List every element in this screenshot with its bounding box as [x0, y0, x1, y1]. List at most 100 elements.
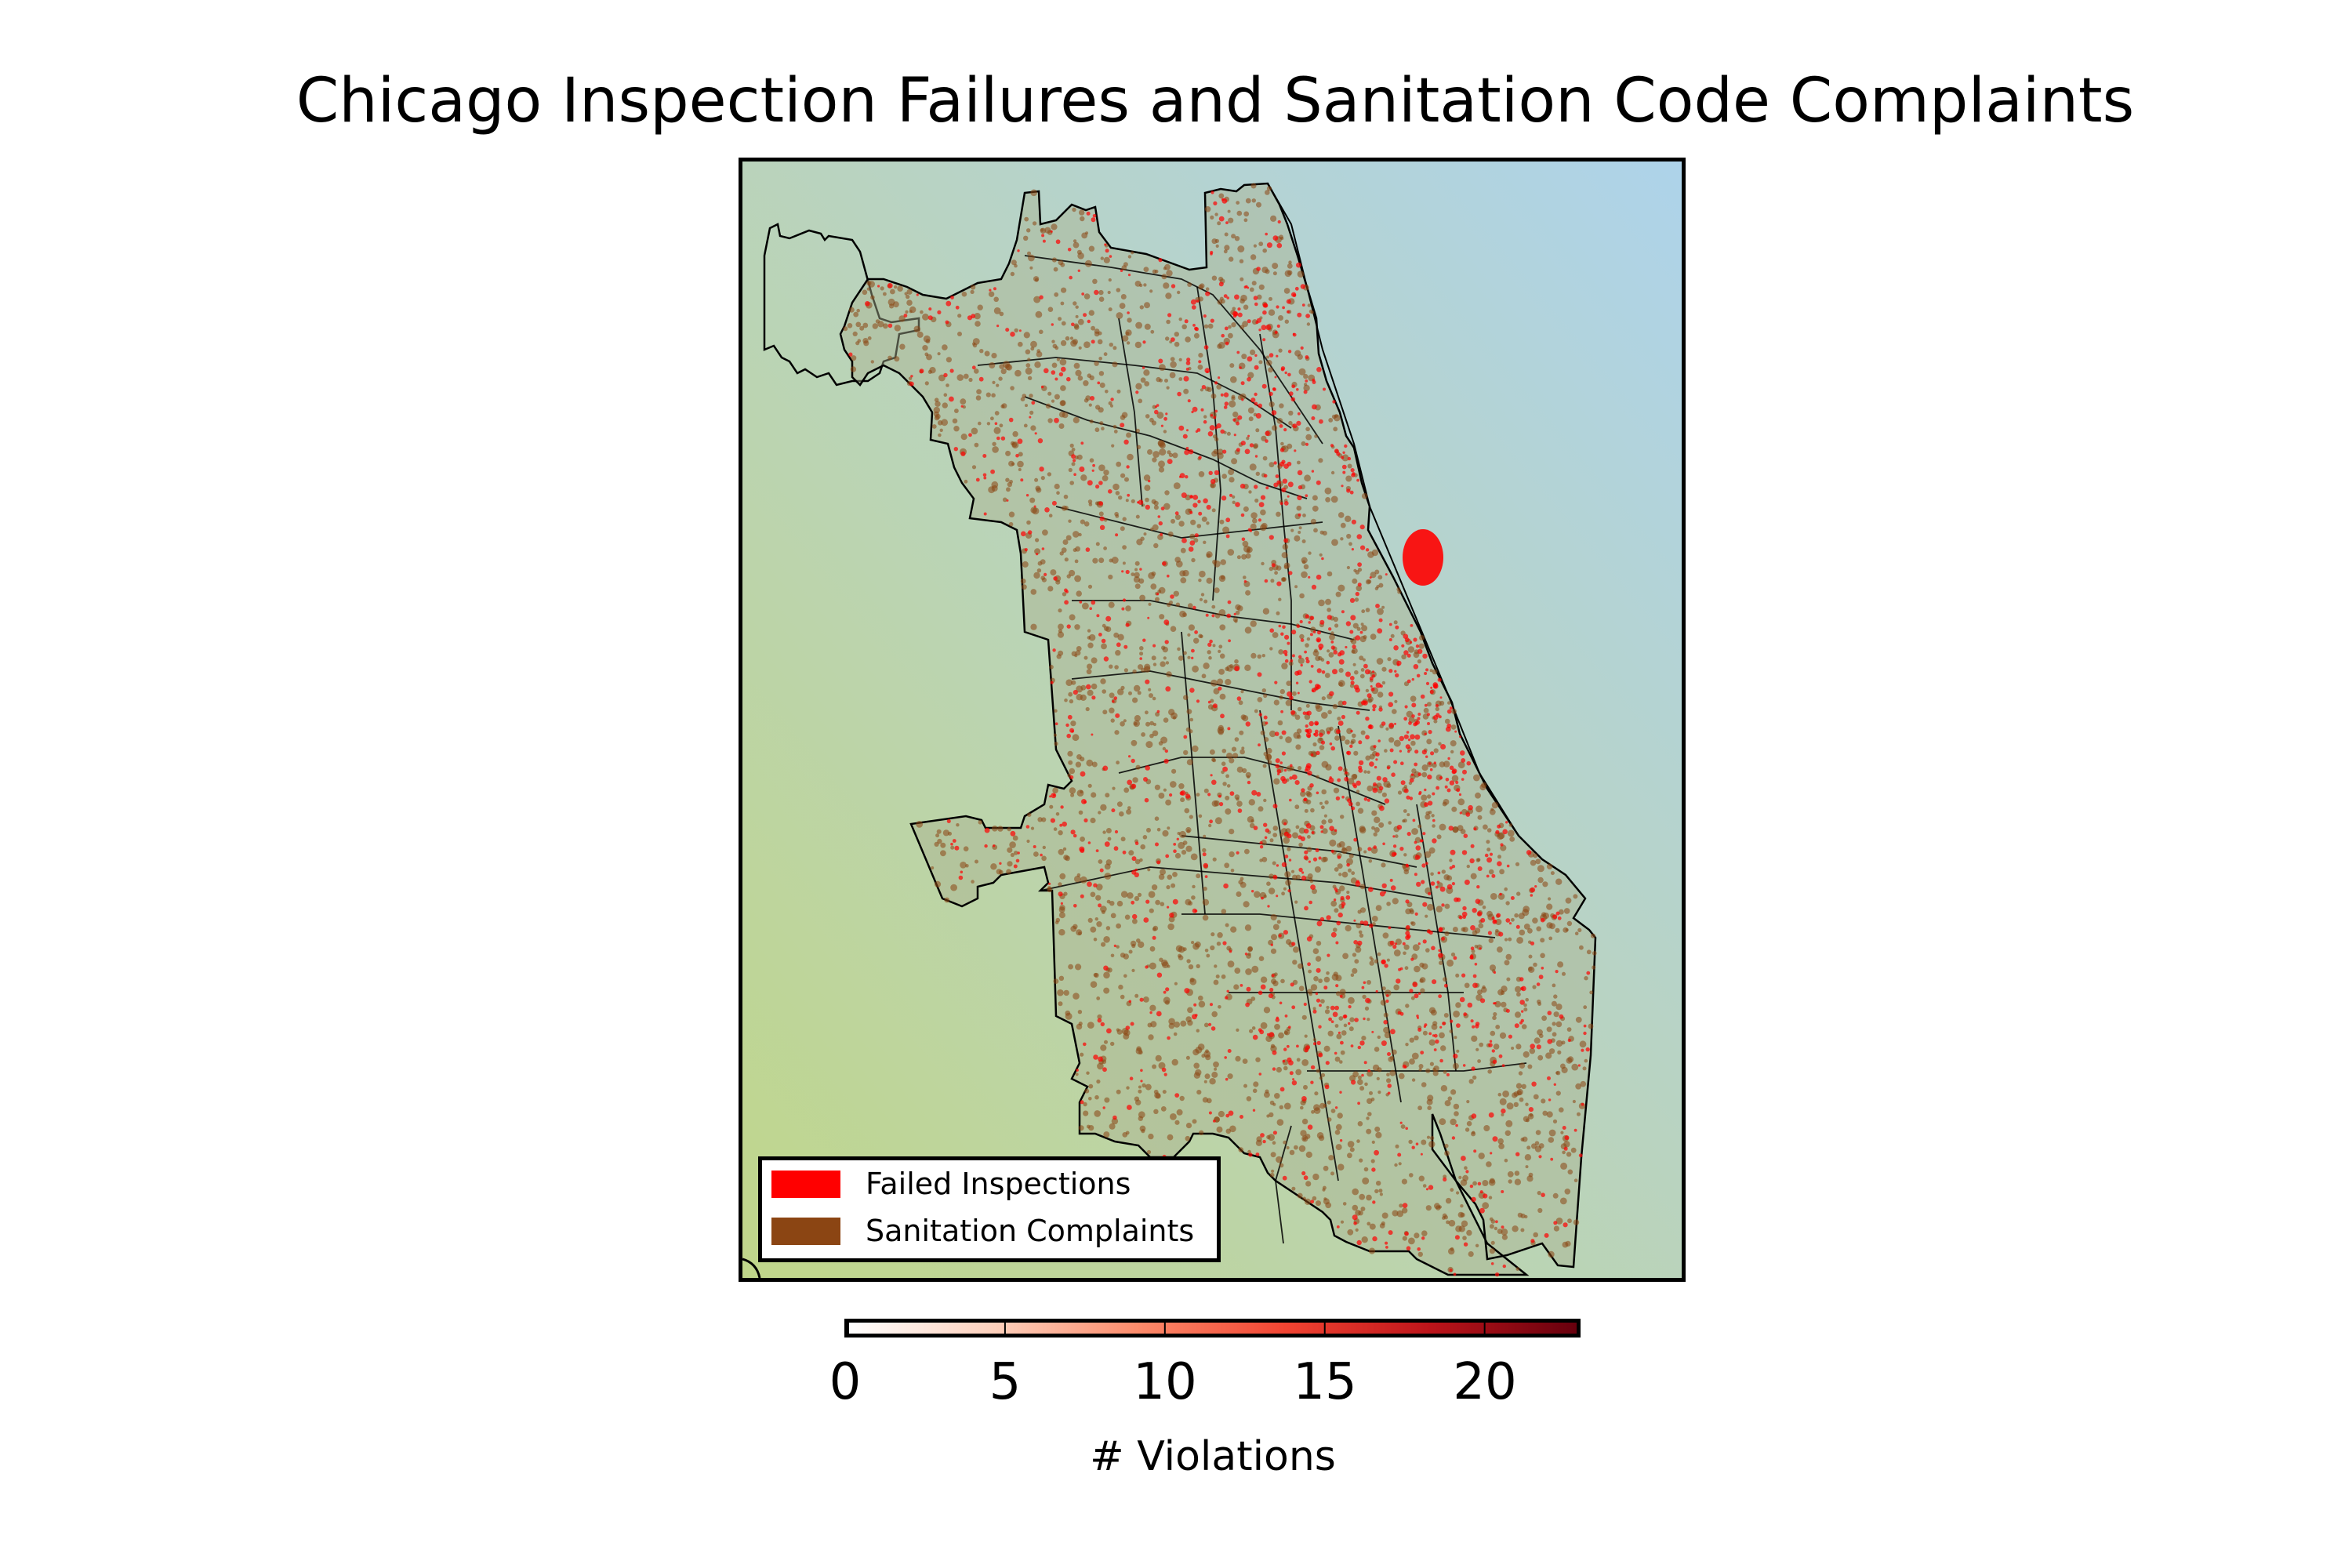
sanitation-point — [1261, 561, 1265, 566]
failed-inspection-point — [1279, 448, 1285, 452]
sanitation-point — [1439, 700, 1445, 706]
failed-inspection-point — [1287, 461, 1292, 466]
failed-inspection-point — [1279, 502, 1283, 506]
sanitation-point — [1393, 984, 1399, 991]
sanitation-point — [1022, 561, 1029, 568]
failed-inspection-point — [1309, 633, 1313, 637]
sanitation-point — [1148, 1034, 1154, 1040]
failed-inspection-point — [1493, 1002, 1496, 1005]
failed-inspection-point — [1228, 1110, 1234, 1116]
failed-inspection-point — [1280, 632, 1284, 636]
sanitation-point — [993, 307, 1001, 314]
failed-inspection-point — [1501, 1064, 1505, 1067]
sanitation-point — [1218, 609, 1226, 616]
sanitation-point — [994, 411, 1000, 416]
failed-inspection-point — [1277, 220, 1281, 224]
sanitation-point — [992, 380, 996, 384]
sanitation-point — [1296, 1058, 1301, 1062]
failed-inspection-point — [1388, 622, 1392, 626]
failed-inspection-point — [1284, 855, 1289, 858]
failed-inspection-point — [1363, 981, 1367, 985]
failed-inspection-point — [1422, 653, 1428, 659]
failed-inspection-point — [1208, 1022, 1212, 1026]
sanitation-point — [1059, 358, 1067, 366]
sanitation-point — [1286, 1145, 1290, 1150]
sanitation-point — [1389, 1069, 1396, 1076]
failed-inspection-point — [1039, 466, 1044, 472]
failed-inspection-point — [1450, 1019, 1454, 1023]
sanitation-point — [1298, 842, 1303, 848]
failed-inspection-point — [1169, 913, 1174, 918]
sanitation-point — [920, 310, 924, 314]
failed-inspection-point — [1428, 1185, 1434, 1190]
sanitation-point — [1082, 602, 1089, 610]
sanitation-point — [1087, 917, 1093, 923]
failed-inspection-point — [1353, 837, 1358, 842]
failed-inspection-point — [1353, 940, 1358, 945]
sanitation-point — [1247, 407, 1254, 414]
failed-inspection-point — [1198, 456, 1202, 459]
failed-inspection-point — [1317, 630, 1321, 635]
failed-inspection-point — [1218, 281, 1224, 287]
failed-inspection-point — [1172, 898, 1178, 905]
sanitation-point — [1103, 352, 1108, 357]
sanitation-point — [916, 821, 924, 828]
sanitation-point — [1042, 845, 1046, 850]
failed-inspection-point — [1424, 703, 1428, 707]
sanitation-point — [1030, 623, 1037, 630]
sanitation-point — [1105, 926, 1111, 931]
sanitation-point — [1450, 740, 1457, 747]
failed-inspection-point — [1372, 1200, 1376, 1204]
sanitation-point — [1444, 1150, 1450, 1156]
failed-inspection-point — [1276, 581, 1282, 586]
sanitation-point — [1535, 1130, 1541, 1135]
sanitation-point — [1207, 387, 1212, 392]
sanitation-point — [934, 397, 939, 402]
failed-inspection-point — [1279, 1087, 1285, 1092]
failed-inspection-point — [1304, 850, 1308, 855]
sanitation-point — [894, 356, 900, 362]
map-panel[interactable]: Failed Inspections Sanitation Complaints — [739, 158, 1686, 1282]
failed-inspection-point — [1131, 758, 1135, 764]
sanitation-point — [1489, 1224, 1494, 1229]
sanitation-point — [1403, 951, 1406, 956]
failed-inspection-point — [1425, 862, 1428, 866]
sanitation-point — [1214, 964, 1218, 968]
sanitation-point — [1335, 1123, 1342, 1131]
sanitation-point — [1058, 608, 1062, 613]
failed-inspection-point — [1363, 700, 1368, 706]
sanitation-point — [1229, 757, 1235, 764]
sanitation-point — [1187, 282, 1192, 287]
sanitation-point — [1342, 953, 1348, 960]
failed-inspection-point — [1227, 727, 1231, 731]
failed-inspection-point — [1411, 1145, 1415, 1149]
failed-inspection-point — [1297, 470, 1303, 476]
sanitation-point — [1279, 1105, 1283, 1110]
sanitation-point — [1296, 728, 1302, 734]
failed-inspection-point — [996, 436, 1000, 441]
failed-inspection-point — [1240, 1115, 1243, 1119]
sanitation-point — [1488, 869, 1494, 875]
sanitation-point — [1359, 1193, 1366, 1200]
failed-inspection-point — [1246, 986, 1251, 992]
failed-inspection-point — [1312, 857, 1318, 862]
failed-inspection-point — [928, 307, 932, 311]
failed-inspection-point — [1103, 965, 1109, 971]
sanitation-point — [1333, 787, 1340, 793]
failed-inspection-point — [1501, 1190, 1504, 1193]
failed-inspection-point — [1259, 840, 1263, 845]
sanitation-point — [1123, 974, 1127, 978]
sanitation-point — [1417, 824, 1422, 829]
failed-inspection-point — [1438, 994, 1442, 999]
sanitation-point — [906, 299, 913, 306]
sanitation-point — [1360, 668, 1365, 672]
sanitation-point — [1231, 396, 1236, 401]
failed-inspection-point — [1284, 371, 1287, 375]
sanitation-point — [1211, 604, 1216, 609]
sanitation-point — [1073, 241, 1080, 249]
failed-inspection-point — [1389, 878, 1393, 882]
sanitation-point — [1223, 249, 1228, 254]
sanitation-point — [1073, 239, 1077, 243]
sanitation-point — [1305, 703, 1310, 708]
failed-inspection-point — [1203, 419, 1207, 424]
